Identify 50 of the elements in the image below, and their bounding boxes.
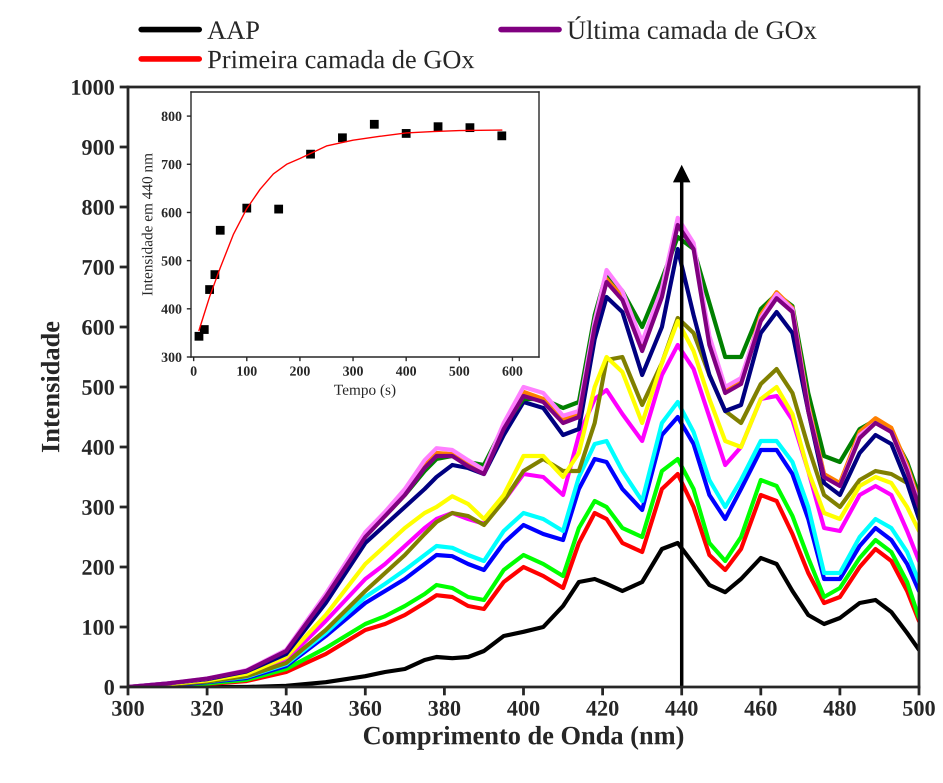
point <box>200 325 209 334</box>
x-tick-label: 320 <box>191 700 223 716</box>
y-tick-label: 600 <box>162 208 182 218</box>
x-tick-label: 380 <box>428 700 460 716</box>
x-axis-title: Comprimento de Onda (nm) <box>364 726 684 750</box>
x-tick-label: 440 <box>665 700 698 716</box>
x-axis-title: Tempo (s) <box>334 384 396 398</box>
x-tick-label: 500 <box>449 366 470 376</box>
y-tick-label: 200 <box>82 560 114 575</box>
point <box>497 131 506 140</box>
y-tick-label: 700 <box>162 160 182 170</box>
y-tick-label: 900 <box>82 140 114 155</box>
x-tick-label: 100 <box>237 366 257 376</box>
x-tick-label: 460 <box>744 700 777 716</box>
x-tick-label: 300 <box>112 700 144 716</box>
point <box>194 332 204 341</box>
x-tick-label: 300 <box>343 366 363 376</box>
x-tick-label: 340 <box>270 700 302 716</box>
y-tick-label: 400 <box>82 440 114 455</box>
y-tick-label: 300 <box>162 352 182 362</box>
x-tick-label: 480 <box>824 700 856 716</box>
y-tick-label: 1000 <box>72 80 114 95</box>
y-tick-label: 500 <box>162 256 182 266</box>
point <box>338 133 347 142</box>
x-tick-label: 600 <box>502 366 522 376</box>
legend-label: AAP <box>207 21 259 39</box>
y-tick-label: 300 <box>82 500 114 515</box>
y-tick-label: 800 <box>82 200 114 215</box>
y-axis-title: Intensidade <box>40 322 60 452</box>
legend-label: Primeira camada de GOx <box>208 50 474 68</box>
x-tick-label: 400 <box>396 366 416 376</box>
point <box>274 204 284 214</box>
y-tick-label: 800 <box>162 112 182 122</box>
x-tick-label: 0 <box>190 366 197 376</box>
point <box>434 122 442 132</box>
y-tick-label: 700 <box>82 260 114 275</box>
y-tick-label: 600 <box>82 320 114 335</box>
y-axis-title: Intensidade em 440 nm <box>142 153 152 296</box>
x-tick-label: 200 <box>290 366 310 376</box>
y-tick-label: 500 <box>82 380 114 395</box>
x-tick-label: 420 <box>586 700 618 716</box>
y-tick-label: 100 <box>83 620 114 635</box>
y-tick-label: 0 <box>104 680 114 695</box>
y-tick-label: 400 <box>161 304 182 314</box>
legend-label: Última camada de GOx <box>568 16 817 40</box>
x-tick-label: 400 <box>507 700 540 716</box>
x-tick-label: 500 <box>903 700 935 716</box>
point <box>216 226 225 235</box>
x-tick-label: 360 <box>349 700 382 716</box>
point <box>370 120 379 129</box>
